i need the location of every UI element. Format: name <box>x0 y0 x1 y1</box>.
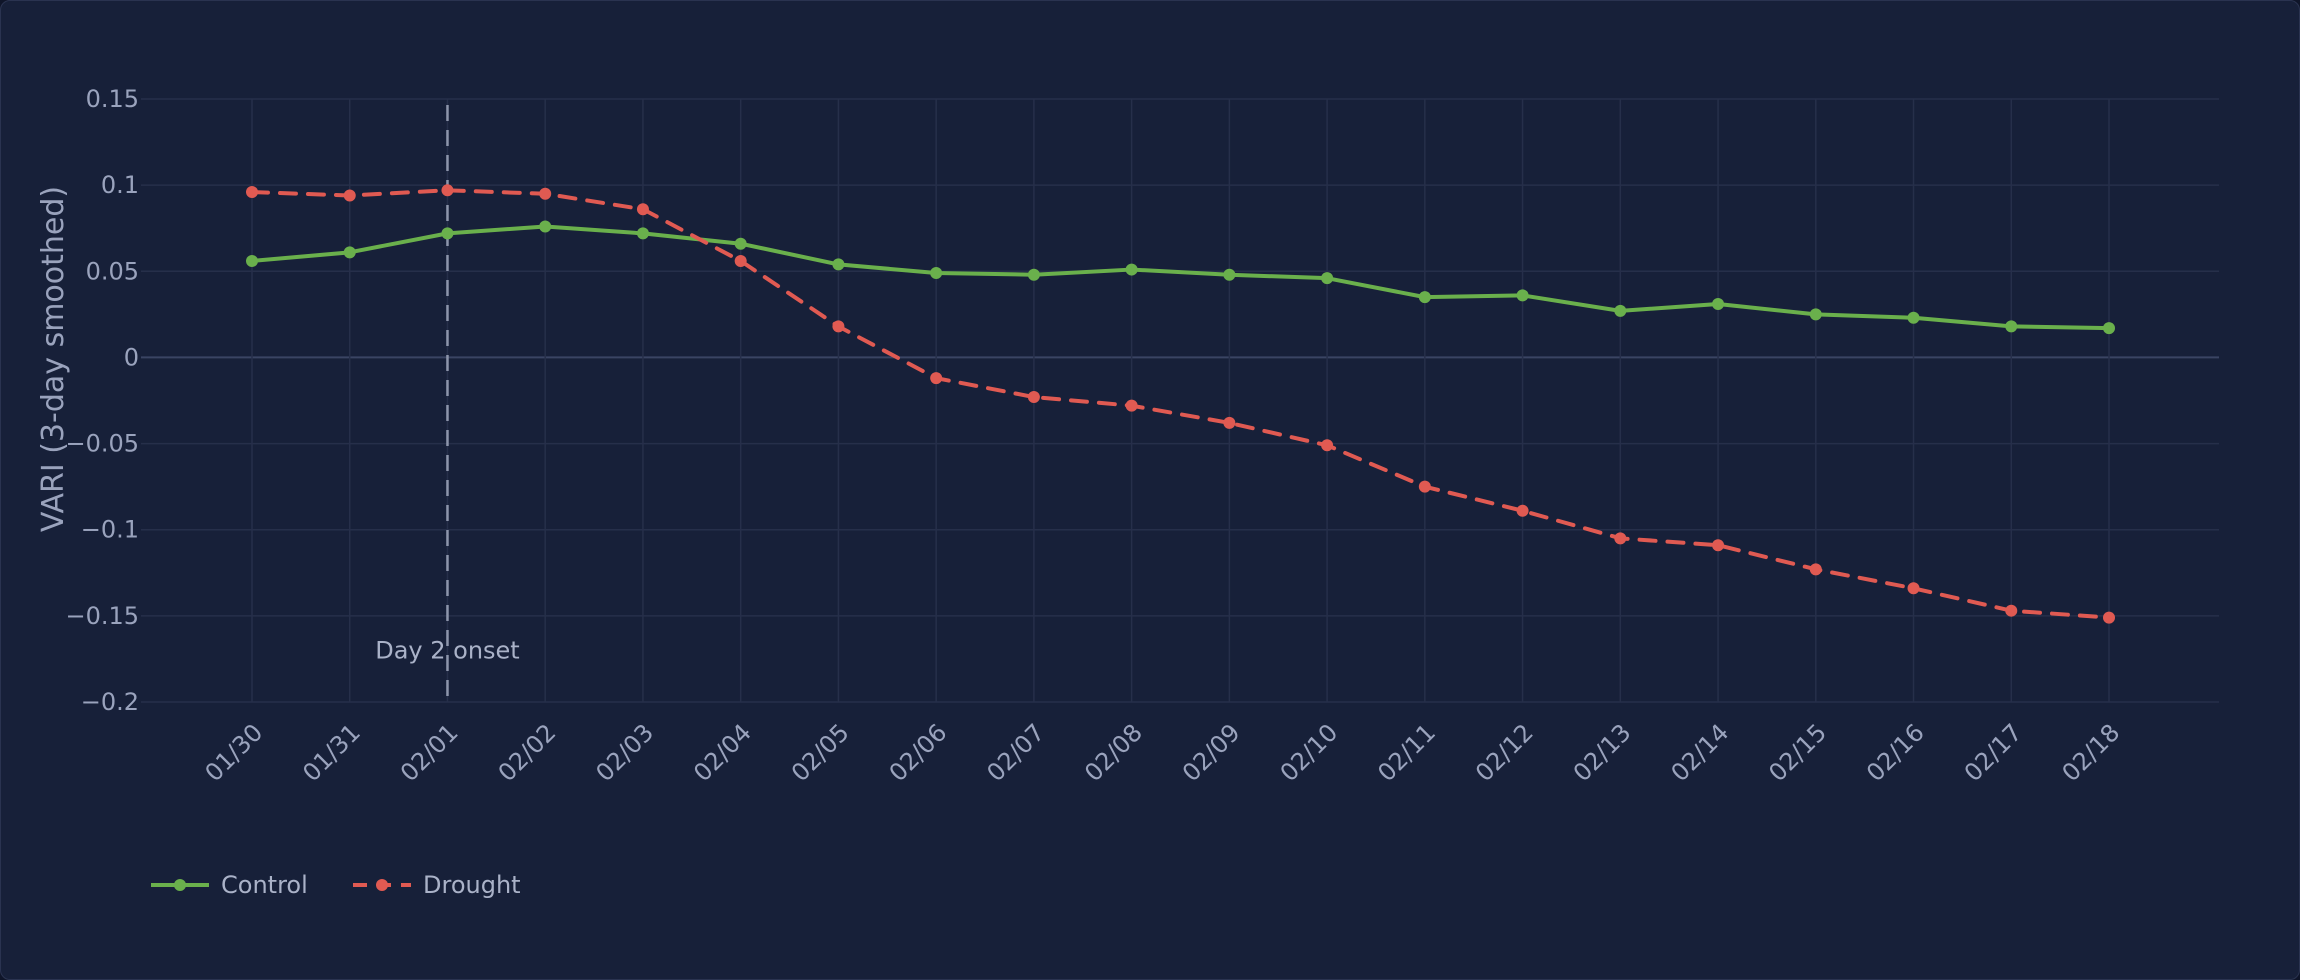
data-point <box>1809 563 1822 576</box>
legend-item-drought[interactable]: Drought <box>353 871 521 899</box>
data-point <box>1125 399 1138 412</box>
data-point <box>636 203 649 216</box>
data-point <box>2005 320 2018 333</box>
x-tick-label: 01/30 <box>200 718 269 787</box>
x-tick-label: 02/01 <box>395 718 464 787</box>
data-point <box>246 254 258 267</box>
x-tick-label: 02/14 <box>1666 718 1735 787</box>
legend-label: Control <box>221 871 308 899</box>
x-tick-label: 02/09 <box>1177 718 1246 787</box>
x-tick-label: 02/07 <box>981 718 1050 787</box>
x-axis-ticks: 01/30 01/31 02/01 02/02 02/03 02/04 02/05 02/06… <box>200 718 2126 787</box>
x-tick-label: 02/16 <box>1861 718 1930 787</box>
data-point <box>930 267 943 280</box>
data-point <box>1223 268 1236 281</box>
x-tick-label: 02/04 <box>688 718 757 787</box>
data-point <box>832 320 845 333</box>
data-point <box>2005 604 2018 617</box>
x-tick-label: 01/31 <box>297 718 366 787</box>
y-tick-label: −0.05 <box>65 430 139 458</box>
data-point <box>539 187 552 200</box>
data-point <box>1614 532 1627 545</box>
legend[interactable]: Control Drought <box>151 871 521 899</box>
x-tick-label: 02/05 <box>786 718 855 787</box>
legend-marker <box>376 879 388 891</box>
data-point <box>1907 311 1920 324</box>
series-line-drought <box>250 188 2111 620</box>
data-point <box>1516 504 1529 517</box>
data-point <box>1712 298 1725 311</box>
y-tick-label: −0.2 <box>81 688 139 716</box>
y-tick-label: 0.1 <box>101 171 139 199</box>
x-tick-label: 02/12 <box>1470 718 1539 787</box>
data-point <box>343 189 356 202</box>
data-point <box>1516 289 1529 302</box>
data-point <box>2103 611 2115 624</box>
data-point <box>1223 416 1236 429</box>
data-point <box>539 220 552 233</box>
legend-label: Drought <box>423 871 521 899</box>
y-tick-label: −0.1 <box>81 516 139 544</box>
data-point <box>930 372 943 385</box>
series-control <box>246 220 2115 335</box>
data-point <box>734 254 747 267</box>
data-point <box>1321 439 1334 452</box>
x-tick-label: 02/18 <box>2057 718 2126 787</box>
x-tick-label: 02/08 <box>1079 718 1148 787</box>
data-point <box>441 227 454 240</box>
data-point <box>1418 480 1431 493</box>
data-point <box>1614 304 1627 317</box>
data-point <box>636 227 649 240</box>
x-tick-label: 02/11 <box>1372 718 1441 787</box>
onset-label: Day 2 onset <box>375 636 520 664</box>
series <box>246 184 2115 624</box>
y-axis-ticks: 0.15 0.1 0.05 0 −0.05 −0.1 −0.15 −0.2 <box>65 85 139 716</box>
data-point <box>343 246 356 259</box>
y-tick-label: 0.05 <box>86 257 139 285</box>
data-point <box>1027 268 1040 281</box>
x-tick-label: 02/03 <box>590 718 659 787</box>
data-point <box>246 186 258 199</box>
x-tick-label: 02/17 <box>1959 718 2028 787</box>
x-tick-label: 02/06 <box>884 718 953 787</box>
series-line-control <box>250 224 2111 331</box>
annotations: Day 2 onset <box>375 105 520 704</box>
data-point <box>1418 291 1431 304</box>
x-tick-label: 02/13 <box>1568 718 1637 787</box>
legend-marker <box>174 879 186 891</box>
data-point <box>734 237 747 250</box>
data-point <box>1907 582 1920 595</box>
x-tick-label: 02/10 <box>1275 718 1344 787</box>
x-tick-label: 02/15 <box>1763 718 1832 787</box>
y-tick-label: −0.15 <box>65 602 139 630</box>
data-point <box>1321 272 1334 285</box>
data-point <box>1125 263 1138 276</box>
data-point <box>1809 308 1822 321</box>
legend-item-control[interactable]: Control <box>151 871 308 899</box>
data-point <box>2103 322 2115 335</box>
x-tick-label: 02/02 <box>493 718 562 787</box>
y-tick-label: 0 <box>124 343 139 371</box>
y-tick-label: 0.15 <box>86 85 139 113</box>
data-point <box>441 184 454 197</box>
data-point <box>1027 391 1040 404</box>
data-point <box>832 258 845 271</box>
series-drought <box>246 184 2115 624</box>
data-point <box>1712 539 1725 552</box>
y-axis-title: VARI (3-day smoothed) <box>36 186 71 532</box>
